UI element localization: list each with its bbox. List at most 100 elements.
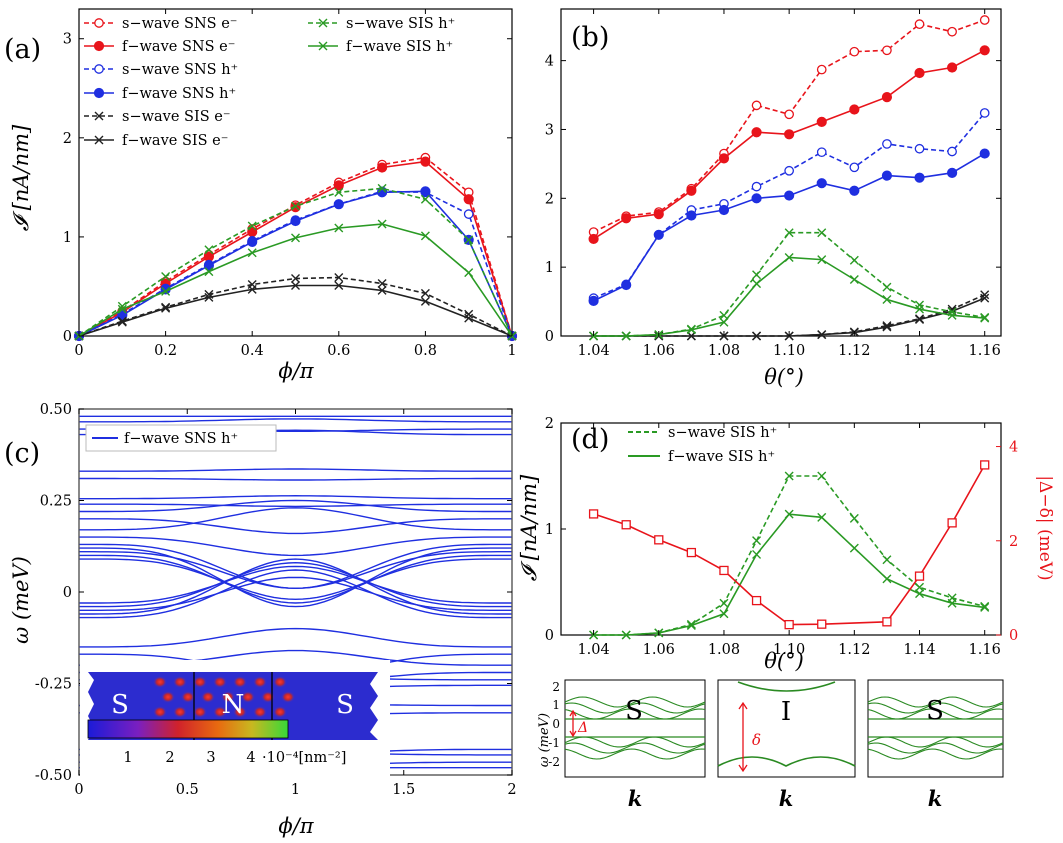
b-series-1-point — [914, 67, 925, 79]
c-band-14 — [79, 551, 512, 590]
band-line-2-4 — [867, 742, 1004, 754]
a-series-5-point — [291, 280, 300, 290]
density-spot — [253, 676, 267, 688]
a-series-7-point — [464, 268, 474, 278]
a-series-7-point — [420, 231, 430, 241]
a-series-3-point — [290, 215, 301, 227]
c-xtick-label: 1 — [291, 782, 300, 798]
legend-label-f-sis-h: f−wave SIS h⁺ — [668, 449, 775, 465]
panel-c-xlabel: ϕ/π — [278, 814, 314, 838]
a-legend-label-5: f−wave SIS e⁻ — [122, 133, 228, 149]
band-upper-1 — [737, 681, 836, 692]
panel-a: 0 0.2 0.4 0.6 0.8 1 0 1 2 3 (a) 𝓘 [nA/nm] ϕ/π s−w… — [4, 8, 518, 383]
b-series-7-point — [719, 317, 729, 327]
panel-b-ticks: 1.04 1.06 1.08 1.10 1.12 1.14 1.16 0 1 2 3 4 — [545, 9, 1001, 359]
b-series-3-point — [653, 229, 664, 240]
a-series-3-point — [333, 199, 344, 210]
b-ytick-label: 3 — [545, 122, 554, 138]
band-insets: ω (meV) 2 1 0 -1 -2 Δ S δ I S k k k — [537, 679, 1004, 811]
a-series-4-point — [420, 288, 430, 298]
d-right-series-point — [882, 617, 892, 627]
b-series-3-point — [816, 178, 827, 189]
b-series-2-point — [816, 147, 827, 158]
d-series-1-point — [621, 630, 631, 640]
band-lower-1 — [717, 756, 856, 767]
a-legend-label-4: s−wave SIS e⁻ — [122, 109, 230, 125]
density-spot — [273, 676, 287, 688]
d-right-series-point — [588, 509, 599, 519]
c-band-8 — [79, 499, 512, 513]
band-line-0-4 — [564, 742, 706, 754]
b-series-1-point — [881, 92, 893, 103]
a-series-7-point — [377, 219, 387, 229]
d-ytick-label: 2 — [545, 416, 554, 432]
panel-a-label: (a) — [4, 34, 41, 65]
a-xtick-label: 0 — [74, 343, 83, 359]
panel-a-legend: s−wave SNS e⁻ f−wave SNS e⁻ s−wave SNS h⁺ f… — [84, 16, 455, 149]
b-series-1-point — [653, 209, 664, 220]
b-xtick-label: 1.12 — [838, 343, 870, 359]
d-series-1-line — [593, 513, 985, 636]
panel-d-legend: s−wave SIS h⁺ f−wave SIS h⁺ — [628, 425, 777, 465]
colorbar — [87, 719, 289, 739]
a-series-7-point — [204, 267, 214, 277]
b-series-7-point — [915, 304, 925, 314]
density-spot — [161, 691, 175, 703]
d-ytick-right-label: 4 — [1009, 440, 1018, 456]
d-xtick-label: 1.12 — [838, 642, 870, 658]
colorbar-unit: ·10⁻⁴[nm⁻²] — [262, 750, 346, 766]
c-band-1 — [79, 418, 512, 423]
c-band-5 — [79, 477, 512, 481]
b-series-7-point — [686, 325, 696, 335]
a-series-5-point — [117, 317, 127, 327]
b-series-1-point — [947, 62, 958, 73]
c-xtick-label: 2 — [507, 782, 516, 798]
b-series-5-point — [980, 293, 990, 303]
d-series-1-point — [686, 620, 696, 630]
d-series-0-point — [849, 513, 859, 523]
delta-label: Δ — [577, 720, 588, 736]
a-series-5-point — [204, 292, 214, 302]
panel-d-ylabel: 𝓘 [nA/nm] — [517, 474, 541, 581]
b-series-5-point — [817, 330, 827, 340]
b-series-6-line — [593, 231, 985, 337]
c-ytick-label: 0 — [63, 585, 72, 601]
b-series-3-point — [621, 279, 632, 291]
d-series-0-point — [686, 619, 696, 629]
d-right-series-point — [654, 535, 664, 545]
a-ytick-label: 1 — [63, 230, 72, 246]
b-xtick-label: 1.14 — [903, 343, 935, 359]
b-series-2-point — [947, 146, 957, 157]
a-series-4-point — [334, 273, 344, 283]
a-xtick-label: 0.4 — [241, 343, 264, 359]
a-legend-marker-3 — [93, 87, 105, 99]
band-inset-i — [717, 679, 856, 778]
d-series-1-point — [849, 543, 859, 553]
b-series-1-point — [784, 129, 795, 140]
d-xtick-label: 1.16 — [969, 642, 1001, 658]
panel-c-inset: S N S 1 2 3 4 ·10⁻⁴[nm⁻²] — [80, 660, 390, 778]
a-series-1-point — [377, 162, 388, 173]
b-series-1-point — [588, 233, 599, 245]
panel-b: 1.04 1.06 1.08 1.10 1.12 1.14 1.16 0 1 2 3 4 (b) θ(… — [545, 8, 1002, 389]
density-spot — [153, 706, 167, 718]
b-ytick-label: 1 — [545, 260, 554, 276]
c-band-13 — [79, 547, 512, 608]
a-legend-label-0: s−wave SNS e⁻ — [122, 16, 237, 32]
a-series-4-point — [117, 316, 127, 326]
density-spot — [281, 691, 295, 703]
c-band-32 — [79, 561, 512, 608]
c-band-9 — [79, 518, 512, 535]
b-series-1-point — [621, 213, 632, 224]
c-band-15 — [79, 554, 512, 604]
d-series-1-point — [980, 602, 990, 612]
c-ytick-label: 0.25 — [40, 494, 72, 510]
b-ytick-label: 4 — [545, 54, 554, 70]
c-band-11 — [79, 536, 512, 557]
panel-b-series — [588, 15, 990, 341]
c-band-7 — [79, 503, 512, 508]
d-ytick-right-label: 0 — [1009, 628, 1018, 644]
density-spot — [233, 676, 247, 688]
panel-c: 0 0.5 1 1.5 2 -0.50 -0.25 0 0.25 0.50 (c) ω (meV)… — [4, 402, 517, 838]
band-inset-s-right — [867, 679, 1004, 778]
